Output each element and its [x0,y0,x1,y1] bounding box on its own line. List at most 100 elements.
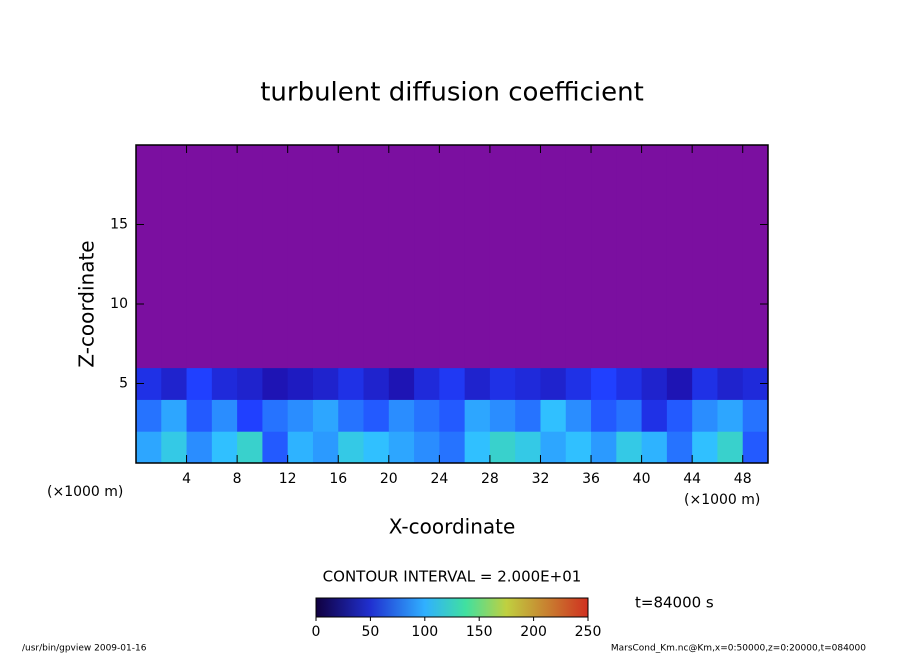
cell [136,399,162,432]
colorbar-tick-label: 200 [520,624,547,640]
cell [439,431,466,464]
cell [540,399,567,432]
cell [439,399,466,432]
cell [565,431,592,464]
cell [414,367,440,400]
cell [388,367,415,400]
cell [363,367,390,400]
cell [161,399,188,432]
cell [692,399,718,432]
cell [616,145,643,369]
cell [742,431,769,464]
cell [464,431,491,464]
x-tick-label: 8 [233,471,242,487]
cell [515,145,541,369]
cell [641,367,668,400]
colorbar-tick-label: 0 [312,624,321,640]
cell [287,399,314,432]
cell [186,145,213,369]
x-tick-label: 36 [582,471,600,487]
cell [287,367,314,400]
cell [666,145,693,369]
time-note: t=84000 s [635,594,714,612]
cell [717,431,744,464]
cell [666,431,693,464]
cell [136,431,162,464]
x-tick-label: 40 [633,471,651,487]
cell [338,399,365,432]
cell [312,431,339,464]
cell [591,145,617,369]
cell [338,367,365,400]
x-tick-label: 12 [279,471,297,487]
cell [287,431,314,464]
x-tick-label: 28 [481,471,499,487]
cell [262,399,289,432]
y-tick-label: 10 [110,296,128,312]
x-tick-label: 44 [683,471,701,487]
colorbar-tick-label: 50 [361,624,379,640]
cell [717,367,744,400]
cell [186,399,213,432]
cell [388,145,415,369]
cell [489,145,516,369]
cell [591,399,617,432]
cell [439,145,466,369]
cell [439,367,466,400]
cell [666,399,693,432]
cell [692,431,718,464]
x-tick-label: 48 [734,471,752,487]
cell [641,145,668,369]
cell [641,399,668,432]
cell [414,431,440,464]
x-tick-label: 20 [380,471,398,487]
cell [489,431,516,464]
cell [414,145,440,369]
cell [312,367,339,400]
cell [540,431,567,464]
cell [186,367,213,400]
cell [565,399,592,432]
cell [161,367,188,400]
cell [211,367,238,400]
cell [388,431,415,464]
cell [515,367,541,400]
cell [565,367,592,400]
cell [262,145,289,369]
cell [237,431,263,464]
cell [414,399,440,432]
cell [540,367,567,400]
cell [388,399,415,432]
cell [136,145,162,369]
y-axis-label: Z-coordinate [75,240,99,367]
cell [489,399,516,432]
x-tick-label: 32 [532,471,550,487]
cell [742,399,769,432]
chart-title: turbulent diffusion coefficient [260,78,644,108]
cell [717,399,744,432]
cell [211,399,238,432]
cell [515,399,541,432]
footer-left: /usr/bin/gpview 2009-01-16 [22,644,147,654]
y-tick-label: 15 [110,217,128,233]
cell [161,431,188,464]
cell [641,431,668,464]
cell [338,431,365,464]
x-tick-label: 4 [182,471,191,487]
y-tick-label: 5 [119,376,128,392]
cell [262,431,289,464]
x-tick-label: 24 [430,471,448,487]
cell [211,145,238,369]
cell [616,431,643,464]
cell [287,145,314,369]
cell [312,145,339,369]
cell [237,145,263,369]
cell [211,431,238,464]
x-tick-label: 16 [329,471,347,487]
cell [161,145,188,369]
cell [591,367,617,400]
colorbar [315,597,589,618]
cell [237,367,263,400]
cell [692,367,718,400]
cell [591,431,617,464]
